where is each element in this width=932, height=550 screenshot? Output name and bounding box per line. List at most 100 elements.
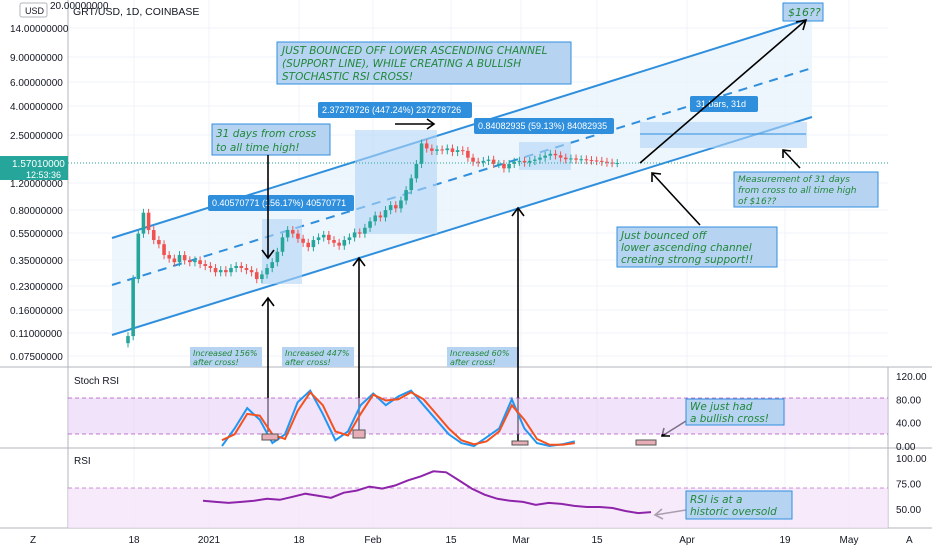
note-increase-2[interactable]: Increased 447% after cross! <box>282 347 354 367</box>
price-tick-label: 2.50000000 <box>10 131 63 142</box>
time-tick-label: 15 <box>591 535 603 546</box>
candle-body <box>584 159 589 161</box>
candle-body <box>455 150 460 152</box>
rsi-axis: 100.00 75.00 50.00 <box>896 454 927 516</box>
candle-body <box>502 163 506 169</box>
candle-body <box>157 240 161 245</box>
time-tick-label: 18 <box>293 535 305 546</box>
arrow-cross-1-head <box>261 296 275 307</box>
stoch-cross-marker-2 <box>352 429 366 439</box>
note-rsi[interactable]: RSI is at a historic oversold <box>685 490 793 520</box>
candle-body <box>151 230 156 241</box>
candle-body <box>610 162 614 164</box>
price-tick-label: 0.11000000 <box>10 329 63 340</box>
arrow-31-days-top-head <box>426 118 436 130</box>
candle-body <box>394 205 398 209</box>
candle-body <box>553 153 558 156</box>
svg-text:Just bounced off: Just bounced off <box>619 230 708 242</box>
measure-label-4: 31 bars, 31d <box>690 96 758 112</box>
candle-body <box>244 267 249 271</box>
price-tick-label: 1.20000000 <box>10 179 63 190</box>
arrow-cross-2-head <box>352 256 366 267</box>
candles <box>126 139 620 348</box>
stoch-axis: 120.00 80.00 40.00 0.00 <box>896 372 927 453</box>
svg-text:to all time high!: to all time high! <box>216 142 300 154</box>
candle-body <box>404 190 408 201</box>
candle-body <box>600 160 604 162</box>
svg-text:Increased 156%: Increased 156% <box>193 349 258 358</box>
arrow-measurement <box>782 149 801 169</box>
price-tick-label: 0.80000000 <box>10 206 63 217</box>
time-axis[interactable]: 18 2021 18 Feb 15 Mar 15 Apr 19 May <box>128 535 858 546</box>
candle-body <box>239 265 244 268</box>
candle-body <box>198 260 202 265</box>
svg-text:Measurement of 31 days: Measurement of 31 days <box>738 175 850 185</box>
stoch-tick-label: 80.00 <box>896 395 921 406</box>
currency-badge[interactable] <box>19 2 48 18</box>
price-tick-label: 14.00000000 <box>10 24 69 35</box>
auto-scale-icon[interactable]: A <box>906 535 913 546</box>
candle-body <box>234 265 238 268</box>
candle-body <box>363 227 367 234</box>
note-bounced[interactable]: JUST BOUNCED OFF LOWER ASCENDING CHANNEL… <box>276 41 572 85</box>
candle-body <box>569 158 573 160</box>
candle-body <box>306 242 311 248</box>
arrow-measurement-head <box>782 149 792 158</box>
candle-body <box>543 155 547 158</box>
rsi-tick-label: 100.00 <box>896 454 927 465</box>
candle-body <box>399 200 403 209</box>
svg-text:a bullish cross!: a bullish cross! <box>690 413 769 425</box>
corner-right[interactable]: A <box>906 535 913 546</box>
candle-body <box>471 157 475 162</box>
measure-box-2[interactable] <box>355 130 437 234</box>
note-stoch[interactable]: We just had a bullish cross! <box>685 398 785 426</box>
candle-body <box>172 258 177 263</box>
stoch-d-line <box>221 390 575 446</box>
note-measurement[interactable]: Measurement of 31 days from cross to all… <box>733 171 879 208</box>
price-tick-label: 0.55000000 <box>10 229 63 240</box>
stoch-tick-label: 0.00 <box>896 442 916 453</box>
svg-text:31 days from cross: 31 days from cross <box>216 128 317 140</box>
candle-body <box>563 157 568 160</box>
price-tick-label: 0.35000000 <box>10 256 63 267</box>
candle-body <box>177 255 182 263</box>
candle-body <box>548 153 553 156</box>
note-increase-1[interactable]: Increased 156% after cross! <box>190 347 262 367</box>
svg-text:JUST BOUNCED OFF LOWER ASCENDI: JUST BOUNCED OFF LOWER ASCENDING CHANNEL <box>280 45 548 57</box>
price-tick-label: 6.00000000 <box>10 78 63 89</box>
candle-body <box>507 163 511 169</box>
note-31-days[interactable]: 31 days from cross to all time high! <box>211 123 331 156</box>
candle-body <box>182 255 187 261</box>
candle-body <box>146 212 151 231</box>
candle-body <box>203 264 208 266</box>
candle-body <box>388 205 393 211</box>
note-increase-3[interactable]: Increased 60% after cross! <box>447 347 519 367</box>
candle-body <box>517 160 522 162</box>
note-support[interactable]: Just bounced off lower ascending channel… <box>616 226 778 268</box>
corner-left[interactable]: Z <box>30 535 36 546</box>
measure-label-4-text: 31 bars, 31d <box>696 99 746 109</box>
time-tick-label: 2021 <box>198 535 221 546</box>
top-price-label: 20.00000000 <box>50 1 109 12</box>
candle-body <box>512 161 517 164</box>
arrow-31-days-head <box>261 249 275 260</box>
note-target[interactable]: $16?? <box>782 2 824 22</box>
zoom-icon[interactable]: Z <box>30 535 36 546</box>
candle-body <box>229 267 233 273</box>
stoch-cross-marker-1 <box>261 433 279 441</box>
current-price-badge: 1.57010000 12:53:36 <box>0 156 68 180</box>
channel-lower-line[interactable] <box>111 116 813 336</box>
candle-body <box>188 260 192 263</box>
candle-body <box>270 262 274 268</box>
chart-header: GRT/USD, 1D, COINBASE USD 20.00000000 <box>19 1 199 18</box>
price-axis[interactable]: 14.00000000 9.00000000 6.00000000 4.0000000… <box>10 24 69 363</box>
current-price-value: 1.57010000 <box>12 159 65 170</box>
candle-body <box>440 149 444 151</box>
arrow-to-target <box>639 19 807 164</box>
measure-box-4[interactable] <box>640 122 807 148</box>
candle-body <box>409 178 414 191</box>
svg-text:from cross to all time high: from cross to all time high <box>738 186 857 196</box>
time-tick-label: 18 <box>128 535 140 546</box>
candle-body <box>332 240 336 243</box>
